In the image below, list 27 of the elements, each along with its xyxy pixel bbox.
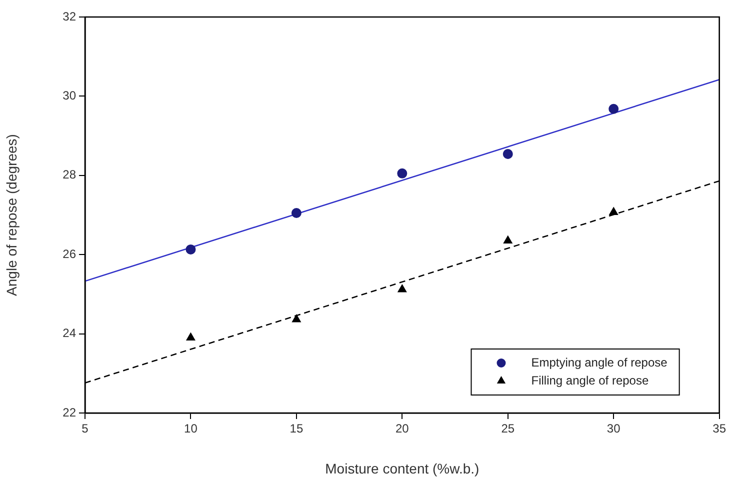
legend-label: Filling angle of repose: [531, 373, 649, 388]
point: [608, 104, 619, 114]
point: [397, 168, 408, 178]
x-tick-label: 15: [290, 422, 304, 436]
y-tick-label: 24: [62, 326, 76, 340]
y-tick-label: 32: [62, 9, 76, 24]
legend-label: Emptying angle of repose: [531, 355, 668, 370]
x-tick-label: 5: [82, 422, 89, 436]
x-tick-label: 30: [606, 422, 621, 436]
point: [503, 236, 512, 244]
point: [609, 207, 618, 215]
x-axis-title: Moisture content (%w.b.): [325, 460, 480, 476]
point: [292, 314, 301, 322]
point: [186, 332, 196, 341]
x-tick-label: 10: [184, 422, 198, 436]
x-tick-label: 20: [395, 422, 410, 436]
x-tick-label: 35: [712, 422, 726, 436]
point: [398, 284, 407, 292]
y-tick-label: 30: [62, 88, 76, 103]
y-tick-label: 28: [62, 168, 76, 182]
point: [291, 208, 302, 218]
point: [502, 149, 513, 160]
y-tick-label: 26: [62, 246, 76, 261]
x-tick-label: 25: [501, 422, 515, 436]
y-tick-label: 22: [62, 405, 76, 420]
point: [186, 244, 196, 254]
y-axis-title: Angle of repose (degrees): [3, 134, 20, 296]
